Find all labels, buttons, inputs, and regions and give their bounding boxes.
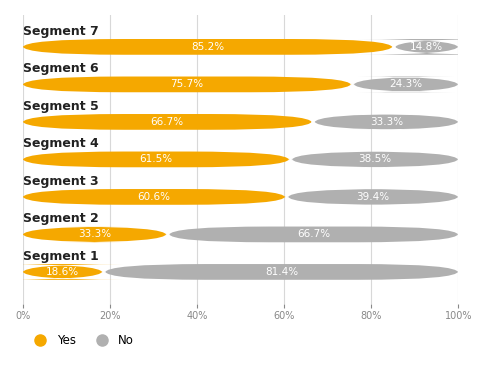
FancyBboxPatch shape: [2, 264, 123, 280]
Text: 81.4%: 81.4%: [265, 267, 298, 277]
Text: 75.7%: 75.7%: [170, 79, 204, 89]
Legend: Yes, No: Yes, No: [29, 334, 134, 347]
Text: Segment 7: Segment 7: [22, 24, 98, 37]
FancyBboxPatch shape: [22, 76, 351, 92]
Text: Segment 4: Segment 4: [22, 137, 98, 150]
FancyBboxPatch shape: [288, 189, 458, 205]
FancyBboxPatch shape: [169, 227, 458, 242]
Text: 66.7%: 66.7%: [150, 117, 184, 127]
FancyBboxPatch shape: [22, 152, 289, 167]
Text: Segment 5: Segment 5: [22, 100, 98, 113]
FancyBboxPatch shape: [354, 76, 458, 92]
FancyBboxPatch shape: [357, 39, 487, 55]
FancyBboxPatch shape: [292, 152, 458, 167]
Text: 18.6%: 18.6%: [46, 267, 79, 277]
Text: 14.8%: 14.8%: [410, 42, 443, 52]
Text: 85.2%: 85.2%: [191, 42, 224, 52]
Text: 24.3%: 24.3%: [390, 79, 423, 89]
Text: 33.3%: 33.3%: [370, 117, 403, 127]
Text: Segment 3: Segment 3: [22, 175, 98, 188]
Text: Segment 1: Segment 1: [22, 249, 98, 262]
Text: 33.3%: 33.3%: [78, 230, 111, 240]
Text: 61.5%: 61.5%: [139, 154, 172, 164]
FancyBboxPatch shape: [22, 39, 393, 55]
Text: 38.5%: 38.5%: [358, 154, 392, 164]
FancyBboxPatch shape: [315, 114, 458, 130]
Text: Segment 2: Segment 2: [22, 212, 98, 225]
Text: 39.4%: 39.4%: [356, 192, 390, 202]
Text: 60.6%: 60.6%: [137, 192, 170, 202]
FancyBboxPatch shape: [22, 114, 312, 130]
FancyBboxPatch shape: [105, 264, 458, 280]
FancyBboxPatch shape: [22, 189, 285, 205]
FancyBboxPatch shape: [22, 227, 167, 242]
Text: Segment 6: Segment 6: [22, 62, 98, 75]
Text: 66.7%: 66.7%: [297, 230, 330, 240]
